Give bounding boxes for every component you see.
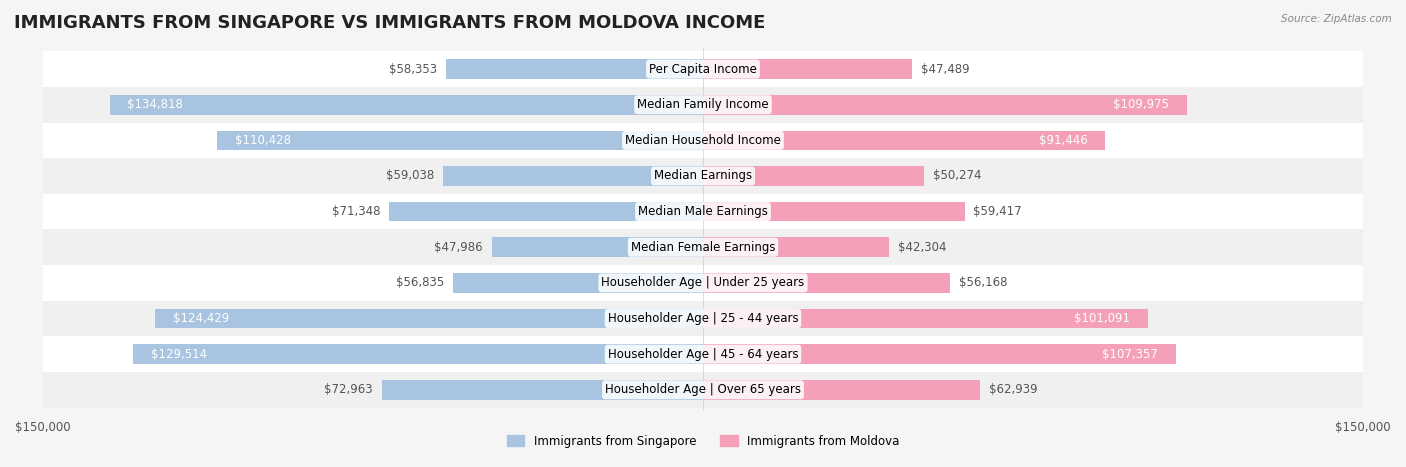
Text: $47,489: $47,489 bbox=[921, 63, 970, 76]
Bar bbox=[42, 265, 1364, 301]
Bar bbox=[443, 166, 703, 186]
Text: Householder Age | 45 - 64 years: Householder Age | 45 - 64 years bbox=[607, 347, 799, 361]
Bar bbox=[42, 301, 1364, 336]
Bar bbox=[389, 202, 703, 221]
Bar bbox=[703, 166, 924, 186]
Text: Per Capita Income: Per Capita Income bbox=[650, 63, 756, 76]
Bar bbox=[703, 380, 980, 400]
Text: $91,446: $91,446 bbox=[1039, 134, 1088, 147]
Text: $62,939: $62,939 bbox=[988, 383, 1038, 396]
Bar bbox=[42, 336, 1364, 372]
Bar bbox=[42, 229, 1364, 265]
Bar bbox=[155, 309, 703, 328]
Text: $56,835: $56,835 bbox=[396, 276, 444, 290]
Text: Householder Age | Under 25 years: Householder Age | Under 25 years bbox=[602, 276, 804, 290]
Bar bbox=[217, 131, 703, 150]
Text: Median Household Income: Median Household Income bbox=[626, 134, 780, 147]
Bar bbox=[703, 95, 1187, 114]
Bar bbox=[703, 131, 1105, 150]
Legend: Immigrants from Singapore, Immigrants from Moldova: Immigrants from Singapore, Immigrants fr… bbox=[502, 430, 904, 453]
Text: $107,357: $107,357 bbox=[1102, 347, 1159, 361]
Text: $42,304: $42,304 bbox=[898, 241, 946, 254]
Bar bbox=[42, 372, 1364, 408]
Bar bbox=[703, 309, 1147, 328]
Text: Source: ZipAtlas.com: Source: ZipAtlas.com bbox=[1281, 14, 1392, 24]
Bar bbox=[42, 122, 1364, 158]
Bar bbox=[703, 202, 965, 221]
Text: $71,348: $71,348 bbox=[332, 205, 380, 218]
Text: $47,986: $47,986 bbox=[434, 241, 484, 254]
Bar bbox=[42, 87, 1364, 122]
Text: $109,975: $109,975 bbox=[1114, 98, 1170, 111]
Bar bbox=[110, 95, 703, 114]
Text: $110,428: $110,428 bbox=[235, 134, 291, 147]
Text: $50,274: $50,274 bbox=[934, 170, 981, 183]
Bar bbox=[446, 59, 703, 79]
Text: $72,963: $72,963 bbox=[325, 383, 373, 396]
Text: $129,514: $129,514 bbox=[150, 347, 207, 361]
Bar bbox=[492, 237, 703, 257]
Bar bbox=[134, 344, 703, 364]
Text: Householder Age | 25 - 44 years: Householder Age | 25 - 44 years bbox=[607, 312, 799, 325]
Text: $58,353: $58,353 bbox=[389, 63, 437, 76]
Bar bbox=[703, 273, 950, 293]
Text: $101,091: $101,091 bbox=[1074, 312, 1130, 325]
Bar bbox=[453, 273, 703, 293]
Text: Median Female Earnings: Median Female Earnings bbox=[631, 241, 775, 254]
Text: Median Earnings: Median Earnings bbox=[654, 170, 752, 183]
Text: IMMIGRANTS FROM SINGAPORE VS IMMIGRANTS FROM MOLDOVA INCOME: IMMIGRANTS FROM SINGAPORE VS IMMIGRANTS … bbox=[14, 14, 765, 32]
Text: Householder Age | Over 65 years: Householder Age | Over 65 years bbox=[605, 383, 801, 396]
Bar bbox=[42, 51, 1364, 87]
Text: $124,429: $124,429 bbox=[173, 312, 229, 325]
Bar bbox=[703, 344, 1175, 364]
Text: $56,168: $56,168 bbox=[959, 276, 1008, 290]
Text: $59,038: $59,038 bbox=[387, 170, 434, 183]
Bar bbox=[382, 380, 703, 400]
Text: $134,818: $134,818 bbox=[127, 98, 183, 111]
Text: Median Male Earnings: Median Male Earnings bbox=[638, 205, 768, 218]
Text: Median Family Income: Median Family Income bbox=[637, 98, 769, 111]
Bar bbox=[703, 59, 912, 79]
Text: $59,417: $59,417 bbox=[973, 205, 1022, 218]
Bar bbox=[703, 237, 889, 257]
Bar bbox=[42, 194, 1364, 229]
Bar bbox=[42, 158, 1364, 194]
